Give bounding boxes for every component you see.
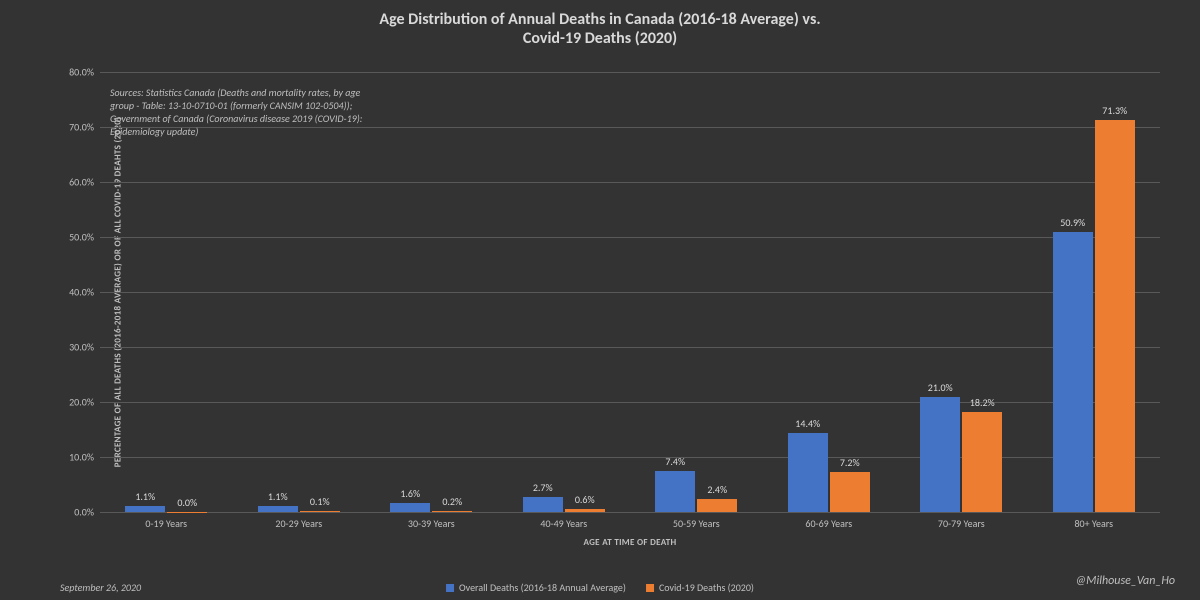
y-tick-label: 60.0% bbox=[52, 176, 94, 189]
x-tick-label: 80+ Years bbox=[1074, 517, 1113, 530]
bar: 7.4% bbox=[655, 471, 695, 512]
bar-value-label: 1.1% bbox=[135, 490, 155, 503]
x-tick-label: 20-29 Years bbox=[275, 517, 322, 530]
bar-value-label: 0.1% bbox=[310, 495, 330, 508]
y-tick-label: 0.0% bbox=[52, 506, 94, 519]
bar-group: 1.1%0.0%0-19 Years bbox=[100, 72, 233, 512]
bar: 2.4% bbox=[697, 499, 737, 512]
y-tick-label: 30.0% bbox=[52, 341, 94, 354]
bar-value-label: 7.2% bbox=[840, 456, 860, 469]
bar-group: 1.1%0.1%20-29 Years bbox=[233, 72, 366, 512]
bar-value-label: 14.4% bbox=[795, 417, 820, 430]
legend-swatch-covid bbox=[646, 584, 654, 592]
bar-group: 50.9%71.3%80+ Years bbox=[1028, 72, 1161, 512]
bar-value-label: 7.4% bbox=[665, 455, 685, 468]
bar: 7.2% bbox=[830, 472, 870, 512]
plot-area: PERCENTAGE OF ALL DEATHS (2016-2018 AVER… bbox=[100, 72, 1160, 512]
y-tick-label: 80.0% bbox=[52, 66, 94, 79]
bar: 0.2% bbox=[432, 511, 472, 512]
bar: 71.3% bbox=[1095, 120, 1135, 512]
bar-value-label: 2.7% bbox=[533, 481, 553, 494]
bar: 18.2% bbox=[962, 412, 1002, 512]
bar-value-label: 18.2% bbox=[970, 396, 995, 409]
bar-value-label: 0.2% bbox=[442, 495, 462, 508]
y-tick-label: 50.0% bbox=[52, 231, 94, 244]
bar: 14.4% bbox=[788, 433, 828, 512]
bar-value-label: 50.9% bbox=[1060, 216, 1085, 229]
x-tick-label: 30-39 Years bbox=[408, 517, 455, 530]
bar: 2.7% bbox=[523, 497, 563, 512]
chart-title: Age Distribution of Annual Deaths in Can… bbox=[0, 0, 1200, 48]
x-axis-label: AGE AT TIME OF DEATH bbox=[584, 537, 677, 548]
y-tick-label: 40.0% bbox=[52, 286, 94, 299]
x-tick-label: 60-69 Years bbox=[805, 517, 852, 530]
bar-value-label: 2.4% bbox=[707, 483, 727, 496]
bar-group: 7.4%2.4%50-59 Years bbox=[630, 72, 763, 512]
bar-value-label: 0.6% bbox=[575, 493, 595, 506]
bar: 0.1% bbox=[300, 511, 340, 512]
bar-value-label: 1.1% bbox=[268, 490, 288, 503]
bar-group: 2.7%0.6%40-49 Years bbox=[498, 72, 631, 512]
bar: 1.6% bbox=[390, 503, 430, 512]
date-label: September 26, 2020 bbox=[60, 581, 141, 594]
bar: 50.9% bbox=[1053, 232, 1093, 512]
source-text: Sources: Statistics Canada (Deaths and m… bbox=[110, 86, 380, 138]
legend-item-overall: Overall Deaths (2016-18 Annual Average) bbox=[446, 581, 626, 594]
bar: 21.0% bbox=[920, 397, 960, 513]
bar-value-label: 1.6% bbox=[400, 487, 420, 500]
x-tick-label: 50-59 Years bbox=[673, 517, 720, 530]
bar-group: 21.0%18.2%70-79 Years bbox=[895, 72, 1028, 512]
bar: 0.6% bbox=[565, 509, 605, 512]
bars-container: 1.1%0.0%0-19 Years1.1%0.1%20-29 Years1.6… bbox=[100, 72, 1160, 512]
legend-item-covid: Covid-19 Deaths (2020) bbox=[646, 581, 754, 594]
legend-label-covid: Covid-19 Deaths (2020) bbox=[659, 581, 754, 594]
x-tick-label: 0-19 Years bbox=[145, 517, 187, 530]
y-tick-label: 20.0% bbox=[52, 396, 94, 409]
x-tick-label: 40-49 Years bbox=[540, 517, 587, 530]
legend: Overall Deaths (2016-18 Annual Average) … bbox=[446, 581, 754, 594]
chart-container: Age Distribution of Annual Deaths in Can… bbox=[0, 0, 1200, 600]
bar-value-label: 71.3% bbox=[1102, 104, 1127, 117]
bar-group: 14.4%7.2%60-69 Years bbox=[763, 72, 896, 512]
legend-label-overall: Overall Deaths (2016-18 Annual Average) bbox=[459, 581, 626, 594]
bar: 1.1% bbox=[125, 506, 165, 512]
legend-swatch-overall bbox=[446, 584, 454, 592]
bar-group: 1.6%0.2%30-39 Years bbox=[365, 72, 498, 512]
gridline bbox=[100, 512, 1160, 513]
author-handle: @Milhouse_Van_Ho bbox=[1075, 574, 1175, 588]
y-tick-label: 70.0% bbox=[52, 121, 94, 134]
bar: 1.1% bbox=[258, 506, 298, 512]
bar-value-label: 21.0% bbox=[928, 381, 953, 394]
y-tick-label: 10.0% bbox=[52, 451, 94, 464]
x-tick-label: 70-79 Years bbox=[938, 517, 985, 530]
title-line-1: Age Distribution of Annual Deaths in Can… bbox=[0, 10, 1200, 29]
title-line-2: Covid-19 Deaths (2020) bbox=[0, 29, 1200, 48]
bar-value-label: 0.0% bbox=[177, 496, 197, 509]
bar: 0.0% bbox=[167, 512, 207, 513]
